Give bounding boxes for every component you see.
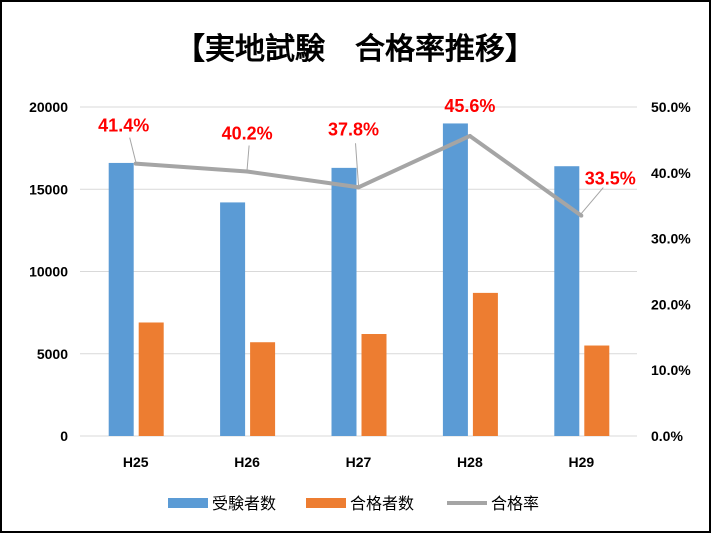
pass-rate-point bbox=[245, 169, 250, 174]
pass-rate-point bbox=[133, 161, 138, 166]
left-tick-label: 10000 bbox=[29, 264, 68, 280]
pass-rate-line bbox=[135, 133, 583, 218]
data-label: 37.8% bbox=[328, 119, 379, 139]
data-label: 33.5% bbox=[585, 169, 636, 189]
pass-rate-point bbox=[467, 133, 472, 138]
bar-passers bbox=[472, 292, 498, 436]
gridlines bbox=[80, 106, 637, 437]
x-tick-label: H29 bbox=[568, 454, 594, 470]
data-labels: 41.4% 40.2% 37.8% 45.6% 33.5% bbox=[98, 96, 636, 214]
data-label-leader bbox=[246, 145, 250, 170]
data-label-leader bbox=[580, 187, 604, 214]
data-label: 41.4% bbox=[98, 116, 149, 136]
legend-swatch bbox=[168, 498, 208, 508]
x-tick-label: H25 bbox=[123, 454, 149, 470]
legend-label: 合格率 bbox=[491, 495, 539, 513]
legend: 受験者数 合格者数 合格率 bbox=[168, 495, 539, 513]
line-series bbox=[133, 133, 584, 218]
bar-passers bbox=[250, 342, 276, 436]
x-tick-label: H26 bbox=[234, 454, 260, 470]
data-label-leader bbox=[355, 143, 359, 186]
data-label: 45.6% bbox=[444, 96, 495, 116]
x-tick-label: H28 bbox=[457, 454, 483, 470]
pass-rate-point bbox=[356, 185, 361, 190]
right-tick-label: 10.0% bbox=[651, 362, 691, 378]
x-axis-ticks: H25 H26 H27 H28 H29 bbox=[123, 454, 594, 470]
bar-passers bbox=[584, 345, 610, 436]
bar-passers bbox=[138, 322, 164, 436]
bar-examinees bbox=[442, 123, 468, 436]
right-axis-ticks: 0.0% 10.0% 20.0% 30.0% 40.0% 50.0% bbox=[651, 99, 691, 444]
bar-passers bbox=[361, 334, 387, 436]
left-tick-label: 5000 bbox=[37, 346, 68, 362]
x-tick-label: H27 bbox=[346, 454, 372, 470]
bar-examinees bbox=[220, 202, 246, 436]
left-axis-ticks: 0 5000 10000 15000 20000 bbox=[29, 99, 68, 444]
left-tick-label: 15000 bbox=[29, 181, 68, 197]
bar-series bbox=[108, 123, 610, 437]
pass-rate-point bbox=[579, 213, 584, 218]
right-tick-label: 50.0% bbox=[651, 99, 691, 115]
right-tick-label: 20.0% bbox=[651, 296, 691, 312]
data-label-leader bbox=[129, 137, 137, 162]
legend-label: 合格者数 bbox=[350, 495, 414, 513]
bar-examinees bbox=[108, 162, 134, 436]
legend-label: 受験者数 bbox=[212, 495, 276, 513]
bar-examinees bbox=[331, 167, 357, 437]
right-tick-label: 0.0% bbox=[651, 428, 683, 444]
chart-title: 【実地試験 合格率推移】 bbox=[175, 32, 535, 66]
left-tick-label: 0 bbox=[60, 428, 68, 444]
data-label: 40.2% bbox=[222, 123, 273, 143]
right-tick-label: 40.0% bbox=[651, 165, 691, 181]
legend-swatch bbox=[306, 498, 346, 508]
left-tick-label: 20000 bbox=[29, 99, 68, 115]
right-tick-label: 30.0% bbox=[651, 231, 691, 247]
